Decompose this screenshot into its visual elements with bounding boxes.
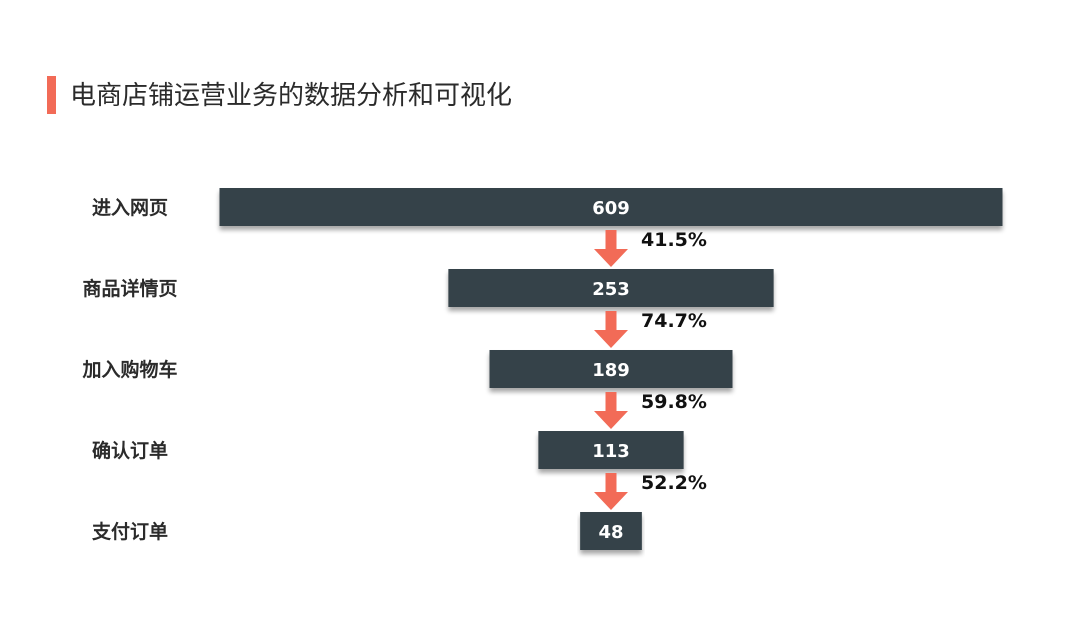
stage-label-3: 加入购物车 [81, 358, 177, 381]
conversion-arrow-icon-3 [594, 392, 628, 429]
stage-label-1: 进入网页 [92, 197, 168, 219]
title-accent-bar [47, 76, 56, 114]
bar-value-label-4: 113 [592, 441, 630, 462]
conversion-rate-label-4: 52.2% [641, 472, 707, 494]
page-title: 电商店铺运营业务的数据分析和可视化 [70, 81, 513, 111]
funnel-bar-4 [538, 431, 684, 469]
funnel-bar-2 [448, 269, 774, 307]
conversion-rate-label-3: 59.8% [641, 391, 707, 413]
conversion-arrow-icon-2 [594, 311, 628, 348]
bar-value-label-2: 253 [592, 279, 630, 300]
conversion-rate-label-2: 74.7% [641, 310, 707, 332]
funnel-bar-1 [219, 188, 1003, 226]
bar-value-label-5: 48 [598, 522, 623, 543]
conversion-arrow-icon-4 [594, 473, 628, 510]
stage-label-4: 确认订单 [92, 439, 168, 462]
bar-value-label-1: 609 [592, 198, 630, 219]
funnel-bar-5 [580, 512, 642, 550]
bar-value-label-3: 189 [592, 360, 630, 381]
stage-label-2: 商品详情页 [82, 277, 177, 300]
stage-label-5: 支付订单 [91, 520, 168, 543]
conversion-rate-label-1: 41.5% [641, 229, 707, 251]
funnel-bar-3 [489, 350, 733, 388]
conversion-arrow-icon-1 [594, 230, 628, 267]
